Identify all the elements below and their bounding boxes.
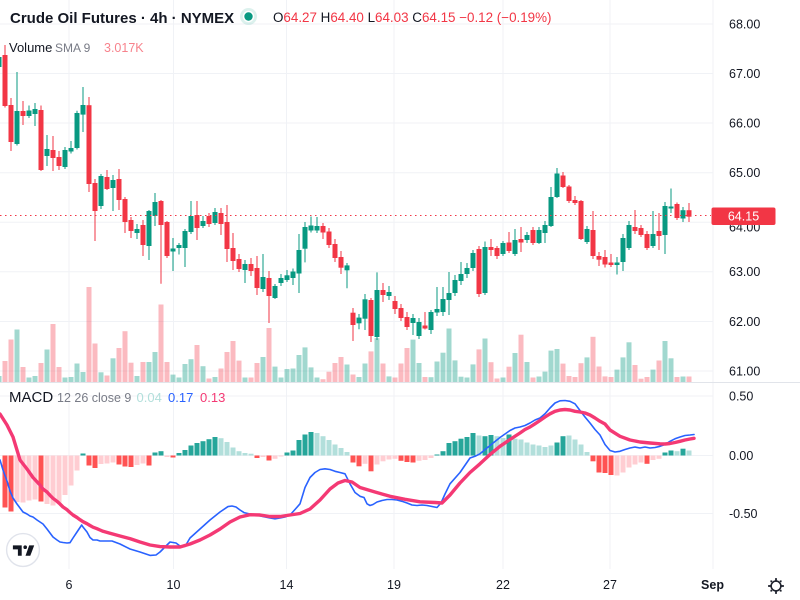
svg-text:3.017K: 3.017K — [104, 41, 144, 55]
svg-text:0.13: 0.13 — [200, 390, 225, 405]
svg-text:0.04: 0.04 — [137, 390, 162, 405]
svg-text:14: 14 — [280, 578, 294, 592]
svg-text:10: 10 — [167, 578, 181, 592]
svg-text:0.50: 0.50 — [729, 389, 753, 403]
svg-text:0.00: 0.00 — [729, 449, 753, 463]
svg-text:-0.50: -0.50 — [729, 507, 758, 521]
svg-text:0.17: 0.17 — [168, 390, 193, 405]
svg-text:27: 27 — [603, 578, 617, 592]
svg-text:64.15: 64.15 — [728, 210, 759, 224]
svg-text:Crude Oil Futures · 4h · NYMEX: Crude Oil Futures · 4h · NYMEX — [10, 10, 234, 27]
svg-text:SMA 9: SMA 9 — [55, 41, 91, 55]
svg-text:65.00: 65.00 — [729, 166, 760, 180]
svg-text:O64.27 H64.40 L64.03 C64.15 −0: O64.27 H64.40 L64.03 C64.15 −0.12 (−0.19… — [273, 10, 552, 25]
svg-text:62.00: 62.00 — [729, 315, 760, 329]
svg-text:12 26 close 9: 12 26 close 9 — [57, 391, 131, 405]
svg-text:19: 19 — [387, 578, 401, 592]
svg-text:Sep: Sep — [701, 578, 724, 592]
svg-text:68.00: 68.00 — [729, 17, 760, 31]
svg-text:67.00: 67.00 — [729, 67, 760, 81]
svg-text:63.00: 63.00 — [729, 265, 760, 279]
svg-text:MACD: MACD — [9, 389, 53, 406]
svg-text:6: 6 — [66, 578, 73, 592]
svg-text:Volume: Volume — [9, 40, 52, 55]
svg-text:66.00: 66.00 — [729, 116, 760, 130]
svg-text:61.00: 61.00 — [729, 364, 760, 378]
svg-text:22: 22 — [496, 578, 510, 592]
